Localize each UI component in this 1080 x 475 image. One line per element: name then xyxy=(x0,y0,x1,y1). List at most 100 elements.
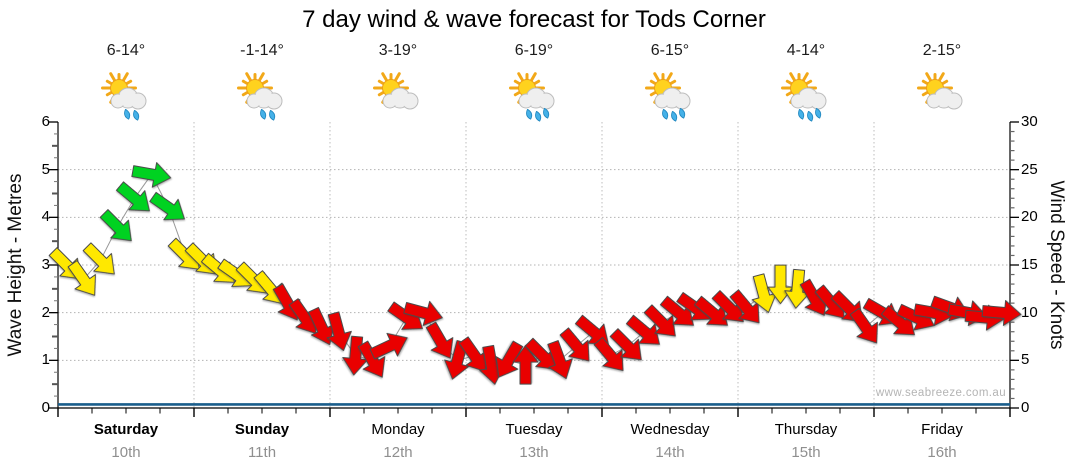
wind-arrow-glyph xyxy=(547,340,573,380)
wave-axis-tick-label: 6 xyxy=(41,113,50,130)
temperature-range-label: 4-14° xyxy=(786,42,826,59)
rain-drop xyxy=(269,109,276,121)
cloud-puff-fill xyxy=(131,94,145,108)
wind-arrow xyxy=(849,307,878,344)
sun-cloud-rain-icon xyxy=(781,72,827,122)
sun-ray xyxy=(245,72,253,83)
day-name-label: Monday xyxy=(371,421,425,438)
rain-drop xyxy=(535,110,542,122)
wind-arrow xyxy=(625,314,660,345)
wind-arrow-glyph xyxy=(849,307,878,344)
cloud-puff-fill xyxy=(675,94,689,108)
sun-ray xyxy=(925,72,933,83)
rain-drop xyxy=(807,110,814,122)
wind-axis-tick-label: 0 xyxy=(1021,399,1030,416)
wave-axis-tick-label: 0 xyxy=(41,399,50,416)
wind-arrow-glyph xyxy=(326,311,352,352)
wind-arrow xyxy=(403,300,443,327)
temperature-range-label: 6-14° xyxy=(106,42,146,59)
wind-arrow xyxy=(495,340,524,378)
wind-arrow-glyph xyxy=(369,332,408,360)
wind-arrow xyxy=(593,337,624,372)
sun-ray xyxy=(789,72,797,83)
wind-arrow-glyph xyxy=(524,337,557,370)
rain-drop xyxy=(815,107,822,119)
rain-drop xyxy=(798,108,805,120)
rain-drop xyxy=(133,109,140,121)
day-date-label: 13th xyxy=(519,444,549,461)
wind-arrow xyxy=(693,295,728,326)
sun-ray xyxy=(109,72,117,83)
sun-cloud-light-rain-icon xyxy=(101,72,147,121)
wind-arrow-glyph xyxy=(82,242,115,275)
wind-arrow xyxy=(751,273,777,313)
wind-axis-tick-label: 20 xyxy=(1021,208,1038,226)
day-name-label: Sunday xyxy=(234,421,290,438)
sun-ray xyxy=(121,72,129,83)
wind-arrow-glyph xyxy=(512,345,539,385)
day-date-label: 15th xyxy=(791,444,821,461)
rain-drop xyxy=(260,108,267,120)
wave-axis-tick-label: 5 xyxy=(41,160,50,178)
wind-arrow xyxy=(784,268,811,309)
cloud-puff-fill xyxy=(811,94,825,108)
cloud-puff-fill xyxy=(403,94,417,108)
sun-ray xyxy=(393,72,401,83)
wind-arrow xyxy=(659,295,694,326)
wind-arrow xyxy=(115,181,150,212)
wave-axis-tick-label: 1 xyxy=(41,351,50,369)
wind-arrow-glyph xyxy=(357,340,386,378)
wind-arrow-glyph xyxy=(751,273,777,313)
day-name-label: Thursday xyxy=(774,421,838,438)
wind-arrow-glyph xyxy=(131,162,172,188)
wind-arrow xyxy=(729,289,760,324)
sun-ray xyxy=(529,72,537,83)
rain-drop xyxy=(526,108,533,120)
wind-axis-tick-label: 25 xyxy=(1021,160,1038,178)
cloud-puff-fill xyxy=(656,95,668,107)
sun-ray xyxy=(801,72,809,83)
rain-drop xyxy=(662,108,669,120)
wind-arrow xyxy=(524,337,557,370)
sun-ray xyxy=(381,72,389,83)
wind-axis-tick-label: 5 xyxy=(1021,351,1030,369)
sun-ray xyxy=(665,72,673,83)
wind-arrow-glyph xyxy=(593,337,624,372)
rain-drop xyxy=(679,107,686,119)
wind-arrow-glyph xyxy=(149,191,185,221)
wind-arrow xyxy=(444,340,470,380)
sun-ray xyxy=(257,72,265,83)
wind-arrow xyxy=(326,311,352,352)
wind-arrow xyxy=(82,242,115,275)
wind-arrow xyxy=(67,260,96,296)
wind-arrow-glyph xyxy=(784,268,811,309)
wind-arrow xyxy=(307,306,335,346)
rain-drop xyxy=(543,107,550,119)
wind-arrow xyxy=(357,340,386,378)
day-name-label: Wednesday xyxy=(630,421,710,438)
wind-arrow-glyph xyxy=(711,290,744,323)
wave-axis-tick-label: 4 xyxy=(41,208,50,226)
wind-arrow-glyph xyxy=(559,327,590,362)
wind-arrow-glyph xyxy=(99,209,132,242)
sun-cloud-rain-icon xyxy=(509,72,555,122)
wind-arrow xyxy=(711,290,744,323)
cloud-puff-fill xyxy=(267,94,281,108)
wind-arrow xyxy=(458,336,487,373)
temperature-range-label: 6-15° xyxy=(650,42,690,59)
rain-drop xyxy=(124,108,131,120)
wind-arrow xyxy=(609,328,642,361)
sun-cloud-icon xyxy=(373,72,419,110)
temperature-range-label: -1-14° xyxy=(240,42,284,59)
rain-drop xyxy=(671,110,678,122)
wave-axis-tick-label: 2 xyxy=(41,303,50,321)
wind-axis-tick-label: 15 xyxy=(1021,256,1038,273)
cloud-puff-fill xyxy=(539,94,553,108)
wind-arrow-glyph xyxy=(729,289,760,324)
wind-arrow-glyph xyxy=(981,300,1022,326)
page-title: 7 day wind & wave forecast for Tods Corn… xyxy=(302,6,766,33)
wind-arrow xyxy=(131,162,172,188)
day-date-label: 14th xyxy=(655,444,685,461)
sun-ray xyxy=(517,72,525,83)
